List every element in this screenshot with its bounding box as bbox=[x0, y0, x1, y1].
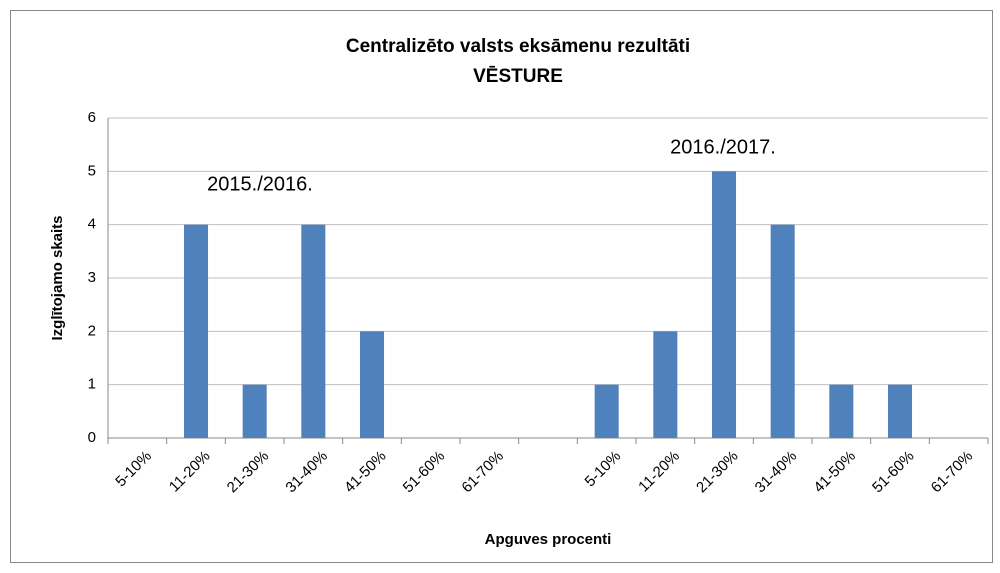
x-axis-label: Apguves procenti bbox=[485, 531, 612, 548]
bar bbox=[301, 224, 326, 438]
y-axis-label: Izglītojamo skaits bbox=[49, 215, 66, 340]
bar bbox=[887, 384, 913, 438]
y-tick-label: 1 bbox=[88, 376, 96, 393]
bar bbox=[829, 384, 854, 438]
bar bbox=[770, 224, 795, 438]
bar bbox=[594, 384, 619, 438]
y-tick-label: 0 bbox=[88, 429, 96, 446]
y-tick-label: 6 bbox=[88, 109, 96, 126]
y-tick-label: 4 bbox=[88, 216, 96, 233]
bar bbox=[711, 171, 737, 439]
bar bbox=[653, 331, 678, 438]
chart-subtitle: VĒSTURE bbox=[473, 66, 563, 87]
annotation: 2016./2017. bbox=[670, 136, 776, 158]
y-tick-label: 2 bbox=[88, 322, 96, 339]
annotation: 2015./2016. bbox=[207, 173, 313, 195]
bar bbox=[183, 224, 209, 438]
y-tick-label: 5 bbox=[88, 162, 96, 179]
bar bbox=[242, 384, 267, 438]
y-tick-label: 3 bbox=[88, 269, 96, 286]
chart-frame bbox=[10, 10, 993, 563]
chart-title: Centralizēto valsts eksāmenu rezultāti bbox=[346, 36, 690, 57]
bar bbox=[359, 331, 385, 438]
